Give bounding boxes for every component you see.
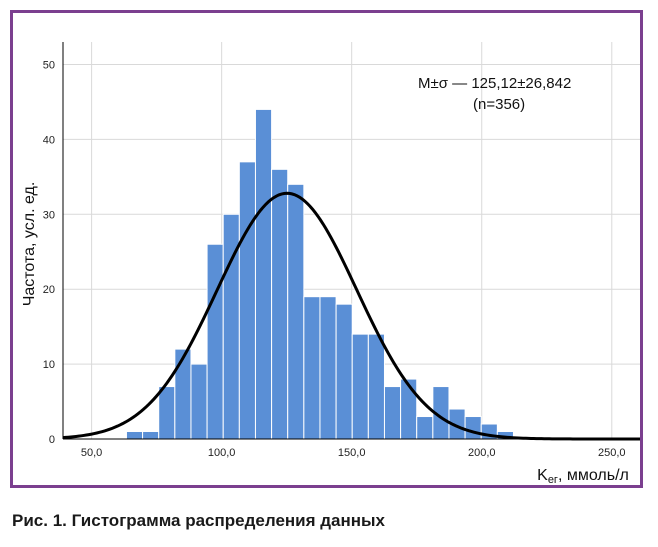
histogram-bar: [190, 363, 208, 440]
histogram-bar: [158, 386, 176, 440]
y-tick-label: 20: [43, 284, 55, 296]
histogram-bar: [351, 333, 369, 440]
x-axis-label: Kег, ммоль/л: [537, 467, 629, 485]
figure-frame: 0 10 20 30 40 50 50,0 100,0 150,0 200,0 250,0 M±σ …: [10, 10, 643, 488]
histogram-bar: [271, 168, 289, 440]
x-tick-label: 50,0: [81, 447, 102, 459]
histogram-bar: [254, 108, 273, 440]
y-tick-label: 40: [43, 134, 55, 146]
histogram-bar: [142, 431, 160, 440]
histogram-bar: [174, 348, 192, 440]
y-tick-label: 50: [43, 59, 55, 71]
annotation-line-1: M±σ — 125,12±26,842: [418, 75, 571, 92]
histogram-chart: 0 10 20 30 40 50 50,0 100,0 150,0 200,0 250,0 M±σ …: [21, 42, 643, 486]
figure-caption: Рис. 1. Гистограмма распределения данных: [12, 511, 386, 530]
y-tick-label: 10: [43, 359, 55, 371]
x-tick-label: 250,0: [598, 447, 626, 459]
x-tick-label: 100,0: [208, 447, 236, 459]
x-axis-label-rest: , ммоль/л: [558, 467, 629, 484]
y-tick-label: 0: [49, 434, 55, 446]
histogram-bar: [400, 378, 418, 440]
histogram-bar: [416, 416, 434, 440]
y-axis-label: Частота, усл. ед.: [21, 182, 38, 307]
histogram-bar: [383, 386, 402, 440]
x-axis-label-main: K: [537, 467, 548, 484]
histogram-bar: [238, 161, 256, 440]
histogram-bar: [319, 296, 337, 440]
x-axis-label-sub: ег: [548, 474, 558, 485]
histogram-bar: [125, 431, 144, 440]
histogram-bar: [335, 303, 353, 440]
histogram-bar: [303, 296, 321, 440]
x-tick-label: 150,0: [338, 447, 366, 459]
histogram-bar: [206, 243, 224, 440]
x-tick-label: 200,0: [468, 447, 496, 459]
y-tick-label: 30: [43, 209, 55, 221]
histogram-bar: [367, 333, 385, 440]
annotation-line-2: (n=356): [473, 96, 525, 113]
histogram-bar: [464, 416, 482, 440]
histogram-bar: [287, 183, 305, 440]
